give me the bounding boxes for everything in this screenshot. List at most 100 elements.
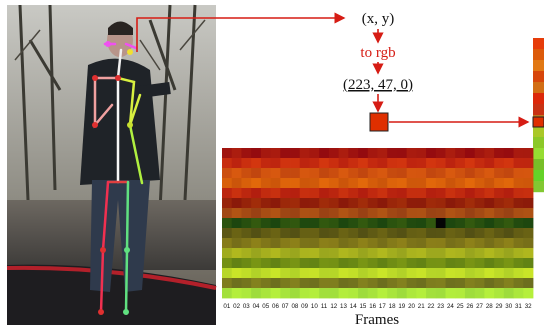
- heat-cell: [271, 218, 281, 228]
- heat-cell: [309, 228, 319, 238]
- heat-cell: [241, 258, 251, 268]
- column-label: 28: [486, 303, 493, 310]
- heat-cell: [232, 188, 242, 198]
- heat-cell: [504, 238, 514, 248]
- strip-cell: [533, 71, 544, 82]
- heat-cell: [378, 208, 388, 218]
- heat-cell: [348, 258, 358, 268]
- heat-cell: [309, 288, 319, 298]
- heat-cell: [387, 148, 397, 158]
- heat-cell: [271, 268, 281, 278]
- heat-cell: [523, 218, 533, 228]
- heat-cell: [251, 278, 261, 288]
- heat-cell: [504, 208, 514, 218]
- heat-cell: [300, 178, 310, 188]
- heat-cell: [494, 288, 504, 298]
- heat-cell: [504, 158, 514, 168]
- heat-cell: [309, 218, 319, 228]
- heat-cell: [514, 268, 524, 278]
- heat-cell: [484, 228, 494, 238]
- heat-cell: [484, 168, 494, 178]
- heat-cell: [397, 258, 407, 268]
- heat-cell: [280, 288, 290, 298]
- heat-cell: [368, 218, 378, 228]
- heat-cell: [348, 248, 358, 258]
- heat-cell: [446, 268, 456, 278]
- heat-cell: [290, 188, 300, 198]
- heat-cell: [368, 288, 378, 298]
- heat-cell: [378, 238, 388, 248]
- heat-cell: [348, 188, 358, 198]
- heat-cell: [261, 288, 271, 298]
- column-label: 10: [311, 303, 318, 310]
- column-label: 04: [253, 303, 260, 310]
- heat-cell: [416, 188, 426, 198]
- heat-cell: [348, 178, 358, 188]
- heat-cell: [475, 278, 485, 288]
- heat-cell: [300, 248, 310, 258]
- heat-cell: [484, 208, 494, 218]
- column-label: 20: [408, 303, 415, 310]
- column-label: 16: [369, 303, 376, 310]
- heat-cell: [300, 278, 310, 288]
- heat-cell: [523, 168, 533, 178]
- column-label: 13: [340, 303, 347, 310]
- heat-cell: [251, 198, 261, 208]
- heat-cell: [222, 278, 232, 288]
- heat-cell: [465, 258, 475, 268]
- heat-cell: [494, 208, 504, 218]
- heat-cell: [232, 148, 242, 158]
- heat-cell: [261, 238, 271, 248]
- heat-cell: [358, 208, 368, 218]
- heat-cell: [319, 258, 329, 268]
- heat-cell: [504, 268, 514, 278]
- heat-cell: [309, 148, 319, 158]
- column-label: 11: [321, 303, 328, 310]
- heat-cell: [261, 258, 271, 268]
- heat-cell: [251, 288, 261, 298]
- heat-cell: [300, 268, 310, 278]
- heat-cell: [339, 238, 349, 248]
- heat-cell: [514, 198, 524, 208]
- heat-cell: [494, 188, 504, 198]
- heat-cell: [436, 208, 446, 218]
- heat-cell: [222, 208, 232, 218]
- heat-cell: [300, 258, 310, 268]
- heat-cell: [397, 198, 407, 208]
- heat-cell: [358, 248, 368, 258]
- heat-cell: [387, 178, 397, 188]
- heat-cell: [271, 288, 281, 298]
- column-label: 08: [291, 303, 298, 310]
- heat-cell: [251, 238, 261, 248]
- heat-cell: [387, 188, 397, 198]
- heat-cell: [232, 288, 242, 298]
- heat-cell: [348, 208, 358, 218]
- heat-cell: [465, 288, 475, 298]
- heat-cell: [446, 258, 456, 268]
- heat-cell: [329, 218, 339, 228]
- heat-cell: [475, 148, 485, 158]
- heat-cell: [348, 238, 358, 248]
- heat-cell: [280, 178, 290, 188]
- strip-cell: [533, 82, 544, 93]
- heat-cell: [271, 258, 281, 268]
- heat-cell: [348, 218, 358, 228]
- heat-cell: [426, 168, 436, 178]
- heat-cell: [523, 288, 533, 298]
- photo: [7, 5, 216, 325]
- column-label: 02: [233, 303, 240, 310]
- conversion-label: to rgb: [360, 45, 395, 61]
- heat-cell: [339, 288, 349, 298]
- heat-cell: [475, 228, 485, 238]
- heat-cell: [241, 248, 251, 258]
- heat-cell: [426, 248, 436, 258]
- heat-cell: [261, 168, 271, 178]
- heat-cell: [222, 168, 232, 178]
- heat-cell: [523, 178, 533, 188]
- heat-cell: [339, 208, 349, 218]
- heat-cell: [397, 158, 407, 168]
- heat-cell: [368, 208, 378, 218]
- heat-cell: [446, 158, 456, 168]
- heat-cell: [222, 288, 232, 298]
- heat-cell: [251, 268, 261, 278]
